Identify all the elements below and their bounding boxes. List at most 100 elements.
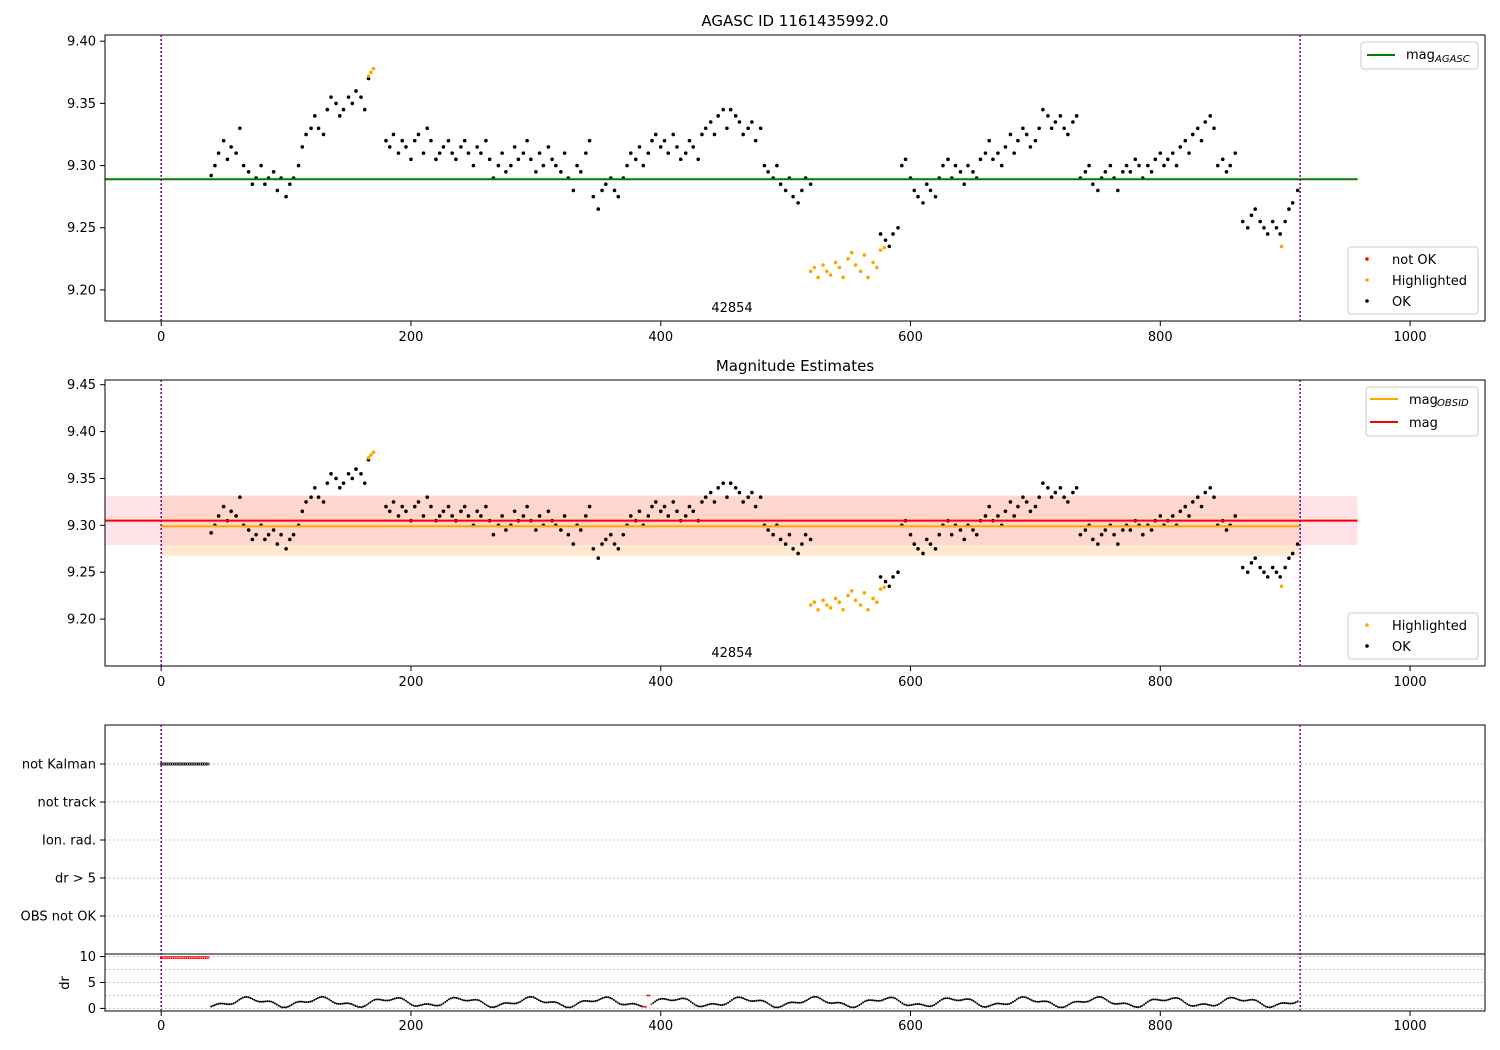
p1-ok-point: [891, 232, 895, 236]
p2-highlighted-point: [866, 607, 870, 612]
dr-point: [459, 998, 462, 1001]
p1-ok-point: [509, 163, 513, 168]
dr-point: [611, 997, 614, 1000]
p2-ok-point: [396, 514, 401, 518]
dr-point: [485, 1004, 488, 1007]
p1-ok-point: [1021, 126, 1025, 131]
dr-point: [957, 999, 960, 1002]
dr-point: [635, 1003, 638, 1006]
dr-point: [474, 998, 477, 1001]
dr-point: [337, 1002, 340, 1005]
p2-highlighted-point: [828, 606, 833, 610]
dr-xtick-label: 1000: [1394, 1019, 1427, 1034]
p1-ok-point: [429, 138, 433, 143]
p2-ytick-label: 9.20: [67, 613, 96, 628]
dr-point: [558, 1002, 561, 1005]
p1-ok-point: [1146, 163, 1150, 168]
p2-ok-point: [753, 504, 758, 509]
p2-ok-point: [691, 509, 696, 514]
p1-ok-point: [1174, 163, 1179, 168]
dr-point: [1232, 997, 1235, 1000]
p1-ok-point: [404, 145, 408, 149]
p1-ok-point: [899, 163, 904, 168]
p1-ok-point: [1220, 157, 1225, 162]
p2-ok-point: [791, 546, 795, 551]
p2-ok-point: [1128, 528, 1133, 532]
p2-ok-point: [1037, 495, 1041, 500]
dr-point: [680, 997, 683, 1000]
p1-ok-point: [662, 138, 667, 143]
panel1-frame: [104, 34, 1486, 322]
p2-highlighted-point: [878, 587, 883, 591]
dr-point: [433, 1004, 436, 1007]
p2-ok-point: [246, 528, 251, 532]
p1-ok-point: [753, 138, 758, 143]
p1-highlighted-point: [808, 269, 813, 274]
p1-ok-point: [409, 157, 413, 162]
p2-ok-point: [354, 467, 358, 471]
dr-point: [1094, 996, 1097, 999]
dr-point: [249, 997, 252, 1000]
dr-point: [1109, 1001, 1112, 1004]
dr-point: [1077, 1000, 1080, 1003]
dr-point: [1289, 1002, 1292, 1005]
dr-point: [955, 999, 958, 1002]
dr-point: [1083, 1001, 1086, 1004]
dr-point: [1062, 1006, 1065, 1009]
dr-point: [991, 1003, 994, 1006]
dr-point: [993, 1003, 996, 1006]
dr-point: [751, 1000, 754, 1003]
p1-ok-point: [1187, 151, 1191, 155]
dr-point: [1086, 1000, 1089, 1003]
p2-ok-point: [716, 486, 720, 490]
p1-ytick-label: 9.25: [67, 221, 96, 236]
dr-point: [560, 1003, 563, 1006]
p1-highlighted-point: [833, 260, 838, 265]
p1-ok-point: [766, 169, 770, 174]
p1-ok-point: [883, 238, 888, 242]
dr-point: [946, 997, 949, 1000]
dr-point: [637, 1003, 640, 1006]
dr-point: [1081, 1001, 1084, 1004]
p2-ok-point: [1078, 532, 1083, 537]
p2-ok-point: [416, 500, 421, 504]
dr-point: [627, 1003, 630, 1006]
dr-point: [616, 1001, 619, 1004]
dr-point: [1201, 1003, 1204, 1006]
dr-point: [1058, 1006, 1061, 1009]
p2-ok-point: [362, 481, 367, 485]
dr-point: [725, 1002, 728, 1005]
p2-ok-point: [1141, 532, 1145, 537]
p1-ok-point: [1208, 114, 1213, 118]
dr-point: [371, 999, 374, 1002]
dr-point: [1098, 995, 1101, 998]
dr-point: [654, 1000, 657, 1003]
dr-point: [1214, 1004, 1217, 1007]
p1-ok-point: [746, 126, 750, 131]
p2-ok-point: [1112, 532, 1116, 537]
dr-point: [573, 1004, 576, 1007]
dr-point: [888, 996, 891, 999]
p1-ok-point: [591, 194, 596, 199]
p2-ok-point: [466, 514, 471, 518]
p2-ok-point: [1233, 514, 1238, 518]
p2-xtick-label: 1000: [1394, 675, 1427, 690]
dr-point: [256, 1000, 259, 1003]
dr-xtick-label: 600: [898, 1019, 923, 1034]
panel1-legend-mag-label: mag: [1406, 48, 1435, 63]
dr-point: [320, 995, 323, 998]
dr-point: [1013, 999, 1016, 1002]
dr-xtick-label: 200: [399, 1019, 424, 1034]
p1-ok-point: [550, 157, 554, 162]
dr-point: [1167, 998, 1170, 1001]
p1-ok-point: [416, 132, 421, 137]
p1-ok-point: [309, 126, 313, 131]
dr-point: [579, 1001, 582, 1004]
dr-point: [968, 998, 971, 1001]
p2-ok-point: [1183, 504, 1188, 509]
dr-point: [556, 1001, 559, 1004]
dr-point: [343, 1002, 346, 1005]
p1-xtick-label: 0: [157, 330, 165, 345]
dr-point: [770, 1004, 773, 1007]
panel-magnitude-estimates: Magnitude Estimates 0 200 400 600 800 1000 9.…: [67, 357, 1486, 690]
